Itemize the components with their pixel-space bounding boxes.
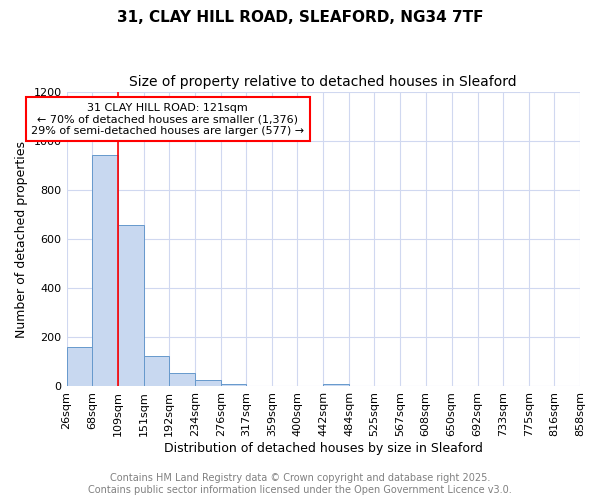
Bar — [221, 384, 246, 386]
Bar — [118, 226, 143, 386]
Text: Contains HM Land Registry data © Crown copyright and database right 2025.
Contai: Contains HM Land Registry data © Crown c… — [88, 474, 512, 495]
Y-axis label: Number of detached properties: Number of detached properties — [15, 140, 28, 338]
Title: Size of property relative to detached houses in Sleaford: Size of property relative to detached ho… — [130, 75, 517, 89]
Bar — [143, 356, 169, 386]
Bar — [323, 384, 349, 386]
Bar — [169, 373, 195, 386]
Text: 31, CLAY HILL ROAD, SLEAFORD, NG34 7TF: 31, CLAY HILL ROAD, SLEAFORD, NG34 7TF — [117, 10, 483, 25]
Text: 31 CLAY HILL ROAD: 121sqm
← 70% of detached houses are smaller (1,376)
29% of se: 31 CLAY HILL ROAD: 121sqm ← 70% of detac… — [31, 102, 304, 136]
Bar — [92, 156, 118, 386]
X-axis label: Distribution of detached houses by size in Sleaford: Distribution of detached houses by size … — [164, 442, 483, 455]
Bar — [67, 347, 92, 387]
Bar — [195, 380, 221, 386]
